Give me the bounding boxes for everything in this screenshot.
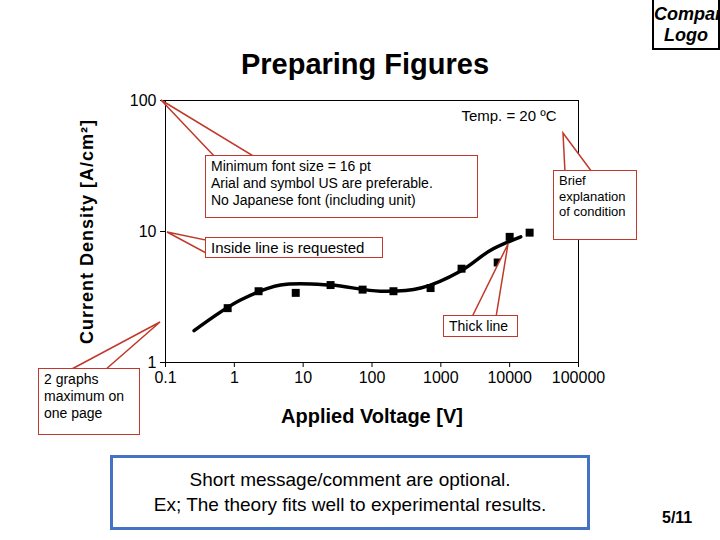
svg-text:Applied Voltage [V]: Applied Voltage [V] — [281, 405, 463, 427]
html-text:5/11: 5/11 — [662, 509, 693, 526]
html-text:Short message/comment are opti: Short message/comment are optional. — [189, 469, 511, 490]
html-text:Logo: Logo — [664, 24, 708, 45]
svg-text:10: 10 — [294, 369, 312, 386]
html-text:No Japanese font (including un: No Japanese font (including unit) — [211, 191, 416, 208]
svg-text:Current Density [A/cm²]: Current Density [A/cm²] — [77, 119, 97, 344]
svg-text:100: 100 — [359, 369, 386, 386]
html-text:Inside line is requested: Inside line is requested — [211, 239, 365, 256]
svg-text:10: 10 — [139, 223, 157, 240]
svg-text:1: 1 — [230, 369, 239, 386]
svg-text:10000: 10000 — [487, 369, 532, 386]
html-text:Ex; The theory fits well to ex: Ex; The theory fits well to experimental… — [153, 493, 547, 515]
html-text:Preparing Figures: Preparing Figures — [240, 48, 490, 80]
svg-text:1000: 1000 — [423, 369, 459, 386]
svg-text:Temp. = 20 ºC: Temp. = 20 ºC — [461, 107, 556, 124]
svg-text:100000: 100000 — [552, 369, 605, 386]
html-text:2 graphs maximum on one page: 2 graphs maximum on one page — [44, 371, 125, 421]
html-text:Arial and symbol US are prefer: Arial and symbol US are preferable. — [211, 174, 433, 191]
html-text:Minimum font size = 16 pt: Minimum font size = 16 pt — [211, 158, 371, 174]
html-text:Brief explanation of condition: Brief explanation of condition — [559, 173, 626, 220]
svg-text:100: 100 — [130, 92, 157, 109]
svg-text:1: 1 — [148, 354, 157, 371]
html-text:Thick line: Thick line — [449, 318, 509, 334]
svg-text:0.1: 0.1 — [154, 369, 176, 386]
